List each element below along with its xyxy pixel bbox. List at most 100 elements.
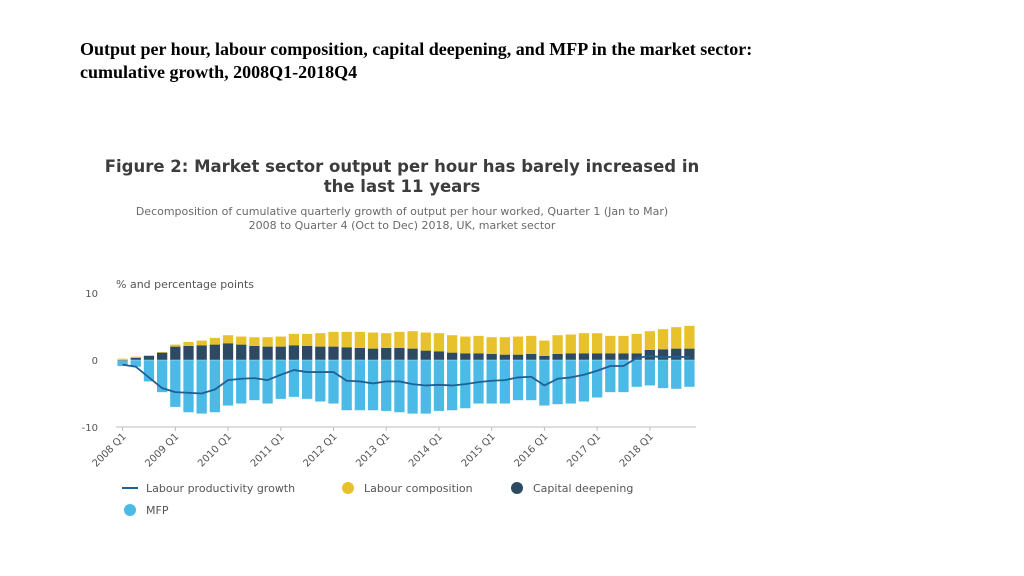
bar-mfp bbox=[236, 360, 247, 404]
chart-bars bbox=[116, 325, 696, 414]
chart-x-ticks: 2008 Q1 2009 Q1 2010 Q1 2011 Q1 2012 Q1 2013 … bbox=[91, 427, 656, 469]
bar-labour-composition bbox=[249, 337, 260, 346]
bar-capital-deepening bbox=[275, 346, 286, 360]
bar-capital-deepening bbox=[552, 353, 563, 360]
bar-capital-deepening bbox=[143, 355, 155, 360]
bar-capital-deepening bbox=[526, 353, 537, 360]
figure-title-line2: the last 11 years bbox=[323, 177, 481, 196]
bar-capital-deepening bbox=[249, 345, 260, 360]
bar-capital-deepening bbox=[170, 346, 181, 360]
bar-labour-composition bbox=[341, 331, 352, 348]
bar-mfp bbox=[644, 360, 655, 386]
bar-mfp bbox=[552, 360, 563, 405]
bar-mfp bbox=[341, 360, 352, 411]
bar-capital-deepening bbox=[222, 343, 234, 360]
bar-capital-deepening bbox=[565, 353, 576, 360]
bar-labour-composition bbox=[592, 333, 603, 354]
y-tick-label: 0 bbox=[92, 356, 98, 367]
x-tick-label: 2015 Q1 bbox=[460, 431, 498, 469]
bar-mfp bbox=[367, 360, 379, 411]
bar-labour-composition bbox=[407, 331, 418, 349]
bar-capital-deepening bbox=[433, 351, 445, 360]
bar-capital-deepening bbox=[420, 350, 431, 360]
x-tick-label: 2017 Q1 bbox=[565, 431, 603, 469]
x-tick-label: 2010 Q1 bbox=[196, 431, 234, 469]
bar-capital-deepening bbox=[592, 353, 603, 360]
bar-capital-deepening bbox=[499, 354, 510, 360]
bar-labour-composition bbox=[460, 336, 471, 354]
bar-labour-composition bbox=[275, 336, 286, 347]
legend-circle-marker bbox=[342, 482, 354, 494]
bar-capital-deepening bbox=[657, 349, 669, 360]
bar-mfp bbox=[288, 360, 300, 397]
bar-mfp bbox=[170, 360, 181, 407]
bar-mfp bbox=[130, 360, 141, 367]
bar-mfp bbox=[157, 360, 168, 393]
bar-capital-deepening bbox=[157, 352, 168, 360]
bar-mfp bbox=[605, 360, 616, 393]
figure-title: Figure 2: Market sector output per hour … bbox=[100, 157, 704, 197]
bar-labour-composition bbox=[605, 335, 616, 354]
legend-circle-marker bbox=[124, 504, 136, 516]
bar-capital-deepening bbox=[447, 352, 458, 360]
bar-labour-composition bbox=[420, 332, 431, 351]
bar-mfp bbox=[183, 360, 194, 413]
bar-mfp bbox=[618, 360, 629, 393]
bar-mfp bbox=[117, 360, 128, 367]
bar-capital-deepening bbox=[394, 347, 405, 360]
bar-mfp bbox=[249, 360, 260, 401]
bar-capital-deepening bbox=[367, 348, 379, 360]
bar-mfp bbox=[539, 360, 550, 406]
x-tick-label: 2008 Q1 bbox=[91, 431, 129, 469]
bar-labour-composition bbox=[657, 329, 669, 350]
bar-labour-composition bbox=[315, 333, 326, 347]
bar-labour-composition bbox=[170, 344, 181, 347]
bar-labour-composition bbox=[473, 335, 484, 354]
y-axis-label: % and percentage points bbox=[116, 278, 254, 291]
bar-mfp bbox=[328, 360, 339, 404]
bar-mfp bbox=[394, 360, 405, 413]
figure-title-line1: Figure 2: Market sector output per hour … bbox=[104, 157, 700, 176]
bar-capital-deepening bbox=[578, 353, 590, 360]
bar-labour-composition bbox=[222, 335, 234, 344]
legend-circle-marker bbox=[511, 482, 523, 494]
bar-capital-deepening bbox=[631, 353, 642, 360]
bar-labour-composition bbox=[302, 333, 313, 346]
bar-labour-composition bbox=[196, 340, 207, 346]
bar-capital-deepening bbox=[196, 345, 207, 360]
x-tick-label: 2009 Q1 bbox=[143, 431, 181, 469]
legend-label: Capital deepening bbox=[533, 482, 633, 495]
bar-labour-composition bbox=[671, 327, 682, 349]
bar-capital-deepening bbox=[341, 347, 352, 360]
slide-title-line1: Output per hour, labour composition, cap… bbox=[80, 39, 753, 59]
bar-labour-composition bbox=[552, 335, 563, 354]
bar-labour-composition bbox=[117, 358, 128, 360]
slide-title-line2: cumulative growth, 2008Q1-2018Q4 bbox=[80, 62, 358, 82]
bar-mfp bbox=[381, 360, 392, 411]
y-tick-label: 10 bbox=[85, 289, 98, 300]
bar-labour-composition bbox=[447, 335, 458, 353]
chart-axes: 10 0 -10 % and percentage points bbox=[82, 278, 696, 434]
bar-capital-deepening bbox=[381, 347, 392, 360]
bar-capital-deepening bbox=[684, 348, 695, 360]
bar-capital-deepening bbox=[407, 348, 418, 360]
bar-capital-deepening bbox=[315, 346, 326, 360]
bar-mfp bbox=[196, 360, 207, 414]
bar-labour-composition bbox=[381, 333, 392, 348]
bar-labour-composition bbox=[565, 334, 576, 354]
bar-mfp bbox=[631, 360, 642, 387]
bar-labour-composition bbox=[328, 331, 339, 347]
bar-labour-composition bbox=[578, 333, 590, 354]
bar-mfp bbox=[565, 360, 576, 404]
bar-labour-composition bbox=[684, 325, 695, 349]
figure-subtitle-line1: Decomposition of cumulative quarterly gr… bbox=[135, 205, 669, 218]
bar-mfp bbox=[275, 360, 286, 399]
bar-capital-deepening bbox=[671, 348, 682, 360]
chart-line-layer bbox=[122, 355, 690, 395]
bar-mfp bbox=[262, 360, 273, 404]
bar-capital-deepening bbox=[618, 353, 629, 360]
bar-labour-composition bbox=[209, 337, 220, 345]
bar-labour-composition bbox=[433, 333, 445, 352]
bar-capital-deepening bbox=[354, 347, 365, 360]
bar-capital-deepening bbox=[605, 353, 616, 360]
